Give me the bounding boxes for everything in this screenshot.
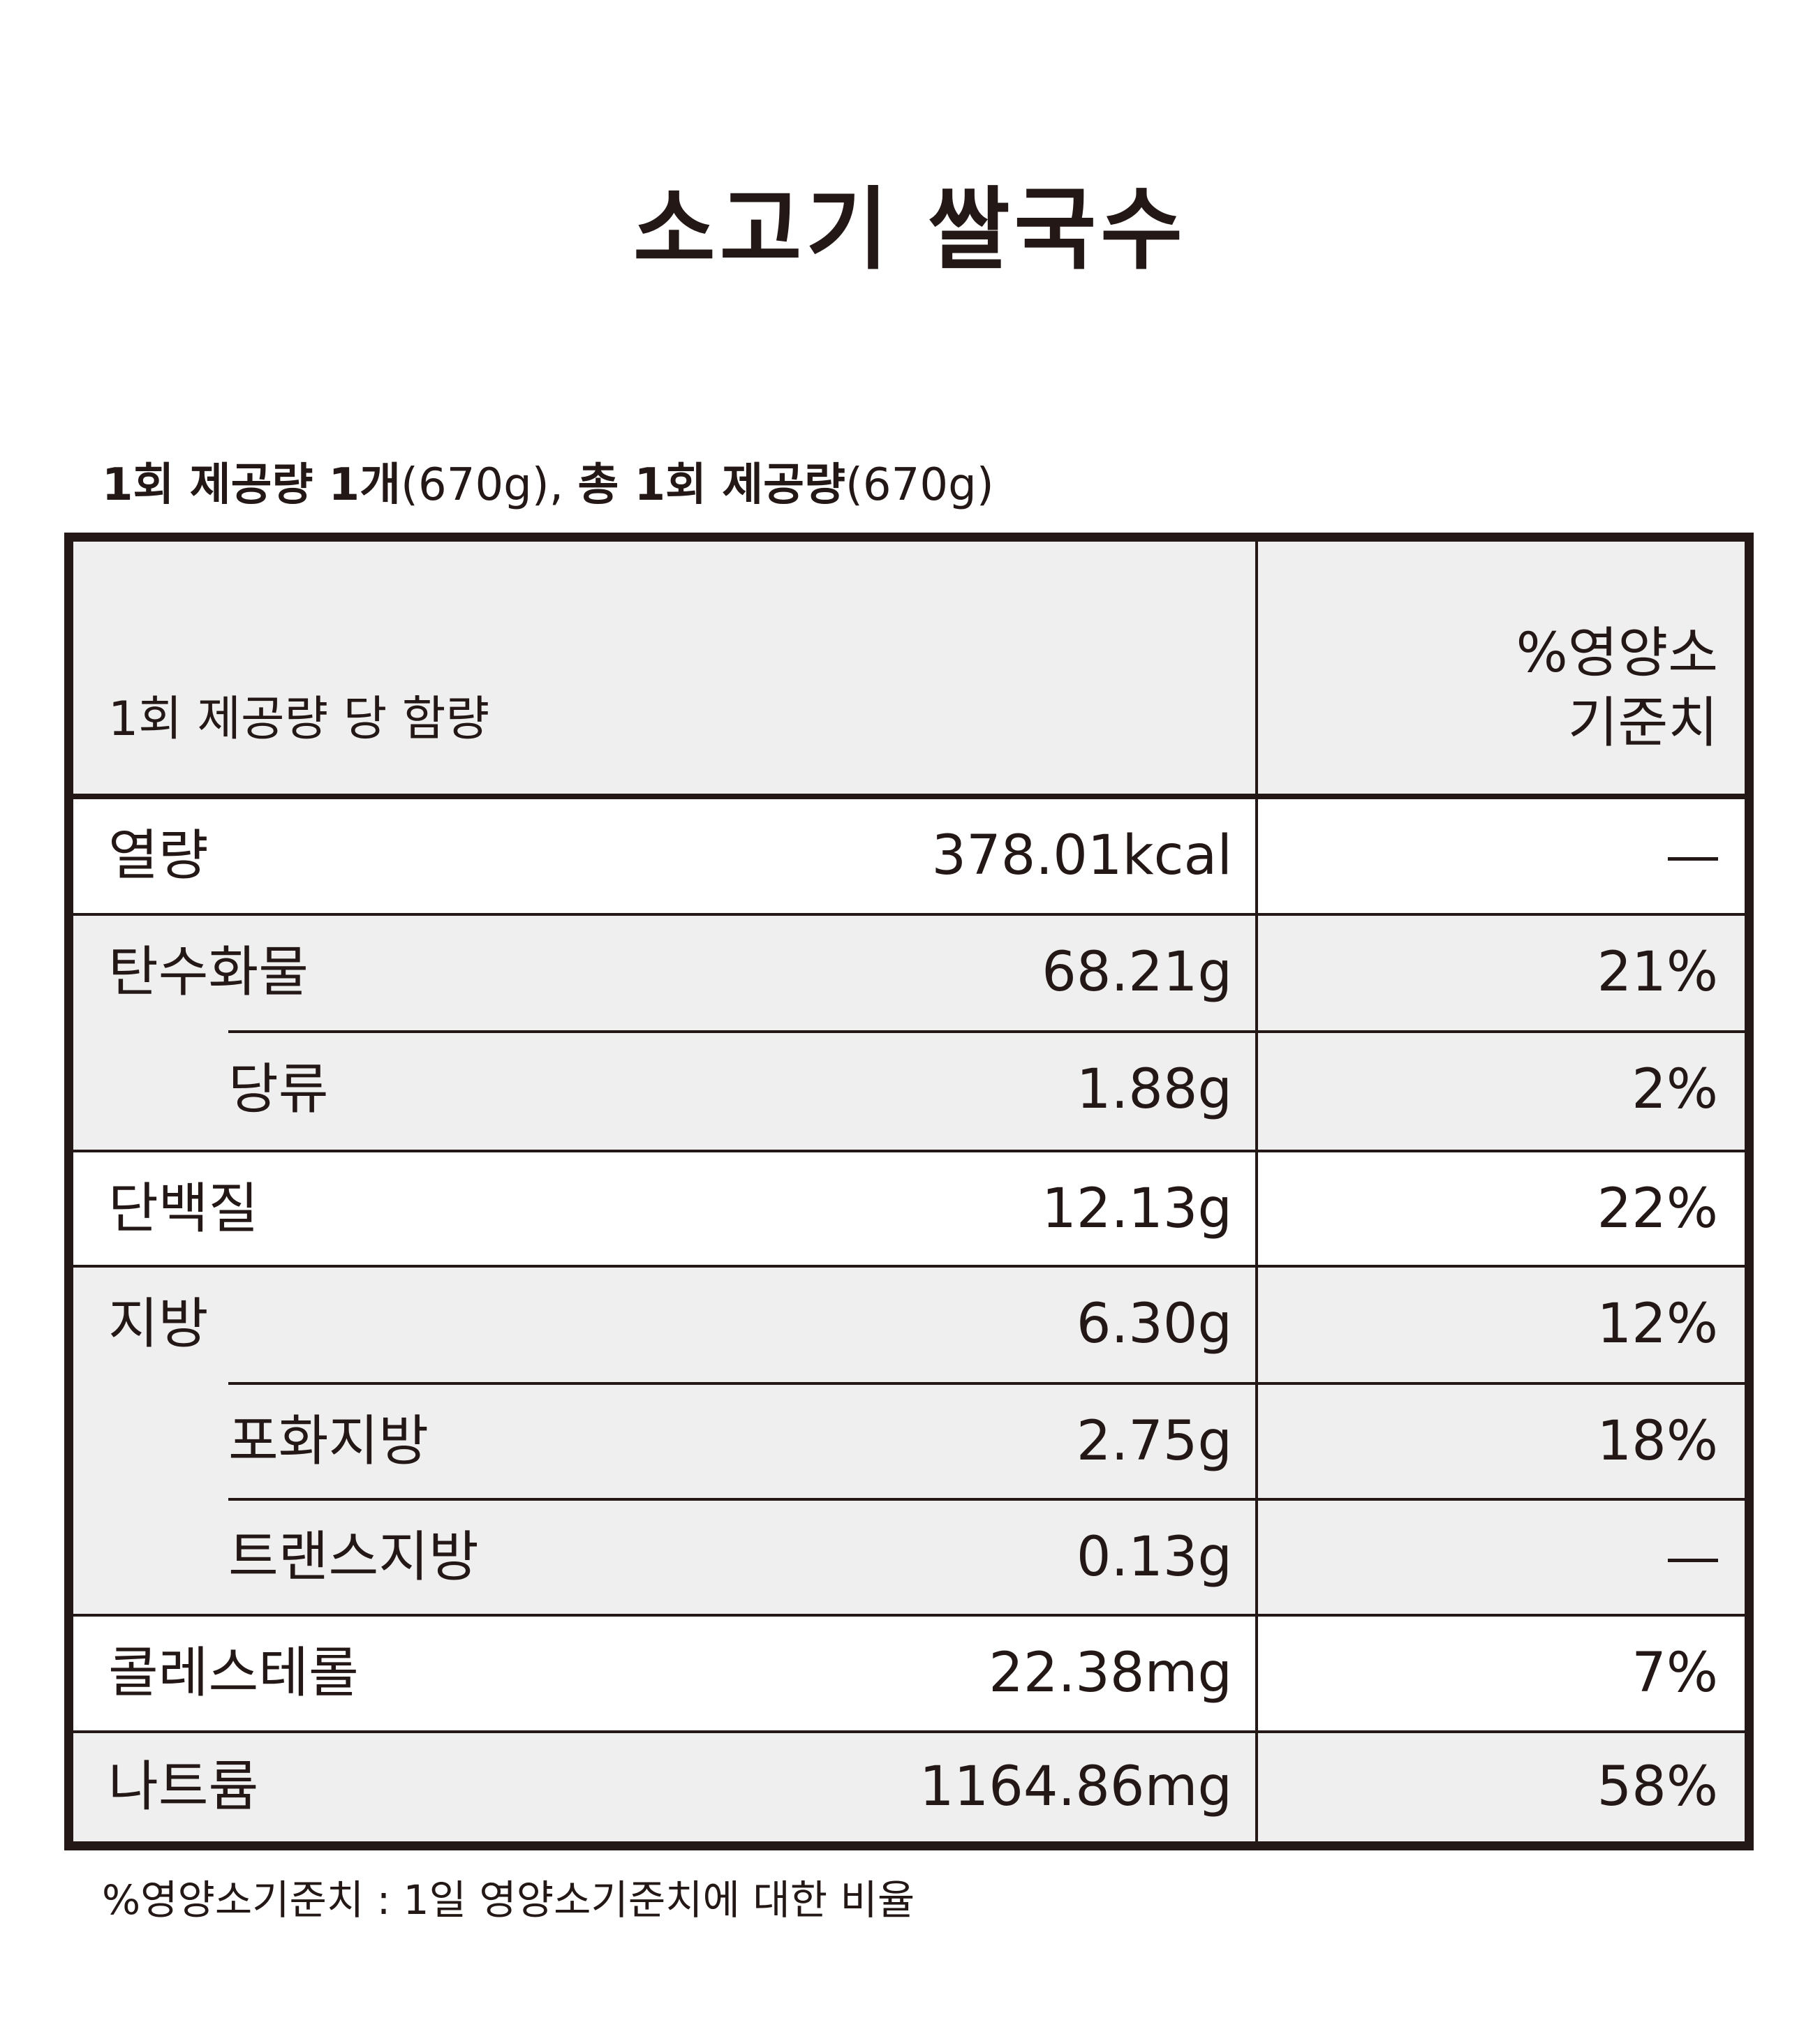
table-row: 나트륨 1164.86mg 58% bbox=[73, 1733, 1745, 1841]
dash-icon bbox=[1668, 857, 1718, 861]
header-per-serving: 1회 제공량 당 함량 bbox=[108, 692, 490, 747]
table-row: 콜레스테롤 22.38mg 7% bbox=[73, 1617, 1745, 1730]
nutrient-percent: 2% bbox=[1632, 1058, 1718, 1121]
total-serving-value: (670g) bbox=[845, 459, 994, 511]
row-divider bbox=[73, 1730, 1745, 1733]
nutrient-amount: 6.30g bbox=[1076, 1293, 1232, 1356]
row-divider bbox=[73, 1150, 1745, 1152]
footnote: %영양소기준치 : 1일 영양소기준치에 대한 비율 bbox=[102, 1876, 915, 1924]
nutrient-percent bbox=[1668, 817, 1718, 894]
nutrient-percent: 7% bbox=[1632, 1642, 1718, 1705]
nutrient-sub-label: 포화지방 bbox=[228, 1410, 429, 1473]
nutrient-percent: 18% bbox=[1597, 1410, 1718, 1473]
nutrient-sub-label: 당류 bbox=[228, 1058, 329, 1121]
row-divider bbox=[73, 913, 1745, 916]
header-divider bbox=[73, 794, 1745, 799]
nutrient-sub-label: 트랜스지방 bbox=[228, 1526, 479, 1589]
fat-group: 지방 6.30g 12% 포화지방 2.75g 18% 트랜스지방 0.13g bbox=[73, 1268, 1745, 1614]
row-divider bbox=[73, 1614, 1745, 1617]
serving-size-label: 1회 제공량 1개 bbox=[102, 459, 401, 511]
nutrient-label: 탄수화물 bbox=[108, 941, 309, 1004]
row-divider bbox=[73, 1265, 1745, 1268]
total-serving-label: 총 1회 제공량 bbox=[577, 459, 845, 511]
nutrient-percent: 12% bbox=[1597, 1293, 1718, 1356]
header-daily-value-line2: 기준치 bbox=[1567, 692, 1718, 755]
carbohydrate-group: 탄수화물 68.21g 21% 당류 1.88g 2% bbox=[73, 916, 1745, 1150]
nutrient-label: 지방 bbox=[108, 1293, 209, 1356]
dash-icon bbox=[1668, 1559, 1718, 1563]
product-title: 소고기 쌀국수 bbox=[632, 178, 1188, 282]
sub-row-divider bbox=[228, 1498, 1745, 1501]
nutrient-amount: 1.88g bbox=[1076, 1058, 1232, 1121]
header-daily-value-line1: %영양소 bbox=[1516, 622, 1718, 685]
nutrient-amount: 378.01kcal bbox=[931, 824, 1232, 887]
table-row: 단백질 12.13g 22% bbox=[73, 1152, 1745, 1265]
nutrient-percent: 21% bbox=[1597, 941, 1718, 1004]
nutrition-table: 1회 제공량 당 함량 %영양소 기준치 열량 378.01kcal 탄수화물 … bbox=[64, 533, 1754, 1850]
sub-row-divider bbox=[228, 1030, 1745, 1033]
serving-size-info: 1회 제공량 1개(670g), 총 1회 제공량(670g) bbox=[102, 454, 994, 517]
sub-row-divider bbox=[228, 1382, 1745, 1385]
nutrient-percent bbox=[1668, 1519, 1718, 1596]
table-header-row: 1회 제공량 당 함량 %영양소 기준치 bbox=[73, 542, 1745, 794]
nutrient-label: 단백질 bbox=[108, 1178, 259, 1240]
nutrient-amount: 1164.86mg bbox=[919, 1755, 1232, 1818]
nutrient-label: 열량 bbox=[108, 824, 209, 887]
nutrient-percent: 58% bbox=[1597, 1755, 1718, 1818]
nutrient-amount: 0.13g bbox=[1076, 1526, 1232, 1589]
header-daily-value: %영양소 기준치 bbox=[1516, 618, 1718, 758]
nutrient-percent: 22% bbox=[1597, 1178, 1718, 1240]
table-row: 열량 378.01kcal bbox=[73, 799, 1745, 913]
column-divider bbox=[1255, 542, 1258, 1841]
nutrient-amount: 2.75g bbox=[1076, 1410, 1232, 1473]
nutrient-amount: 68.21g bbox=[1042, 941, 1232, 1004]
nutrient-label: 나트륨 bbox=[108, 1755, 259, 1818]
nutrient-label: 콜레스테롤 bbox=[108, 1642, 359, 1705]
serving-size-value: (670g), bbox=[401, 459, 578, 511]
nutrient-amount: 12.13g bbox=[1042, 1178, 1232, 1240]
nutrient-amount: 22.38mg bbox=[989, 1642, 1232, 1705]
